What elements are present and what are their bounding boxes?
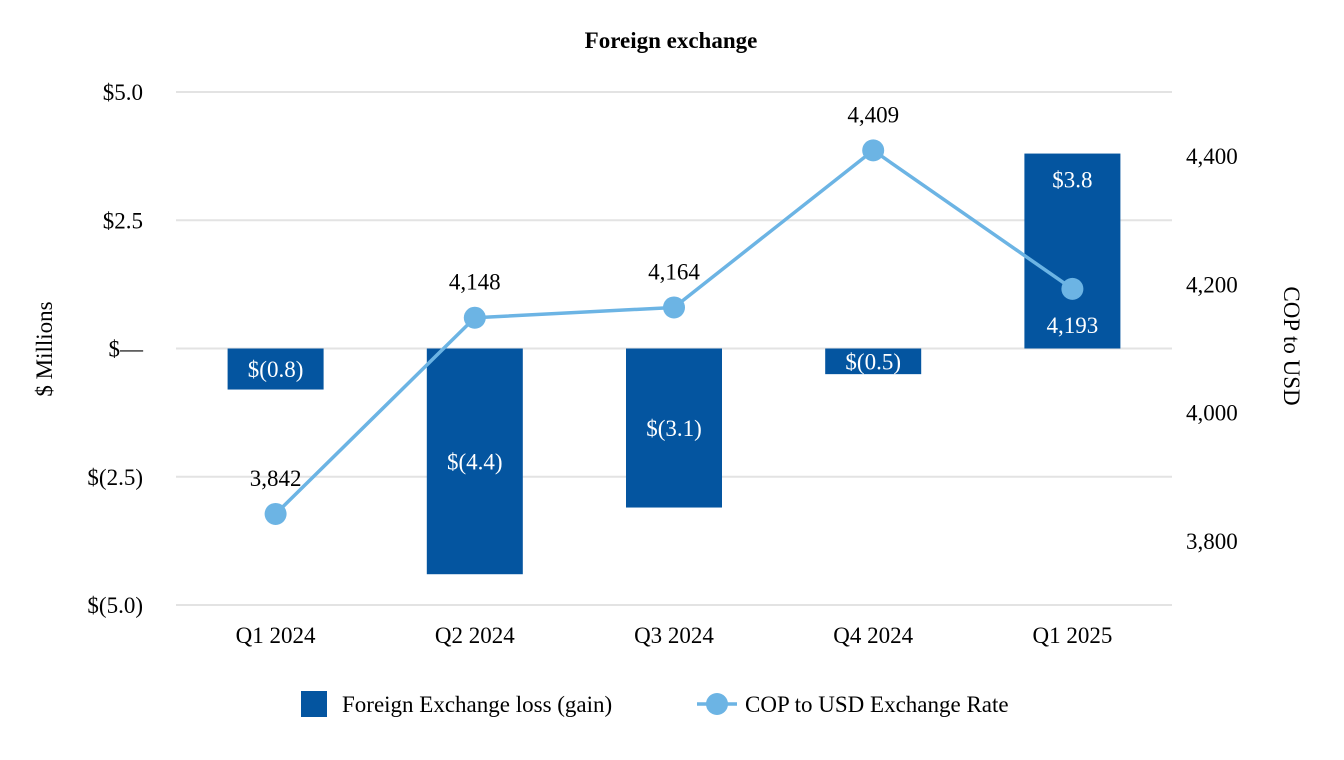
x-tick-label: Q2 2024 bbox=[435, 623, 515, 648]
axes: $5.0 $2.5 $— $(2.5) $(5.0) 4,400 4,200 4,000 3,8… bbox=[87, 80, 1237, 648]
bar bbox=[626, 348, 722, 508]
legend-bar-label: Foreign Exchange loss (gain) bbox=[342, 692, 612, 717]
right-tick-label: 4,400 bbox=[1186, 144, 1238, 169]
bar-data-label: $(0.5) bbox=[845, 349, 901, 374]
exchange-rate-point bbox=[264, 502, 287, 525]
right-tick-label: 4,200 bbox=[1186, 272, 1238, 297]
exchange-rate-point bbox=[663, 296, 685, 319]
legend-line-label: COP to USD Exchange Rate bbox=[745, 692, 1009, 717]
x-tick-label: Q1 2025 bbox=[1032, 623, 1112, 648]
left-tick-label: $5.0 bbox=[103, 80, 143, 105]
bar bbox=[1024, 153, 1121, 349]
right-tick-label: 4,000 bbox=[1186, 401, 1238, 426]
bar-data-label: $3.8 bbox=[1052, 168, 1092, 193]
left-tick-label: $— bbox=[109, 337, 145, 362]
exchange-rate-data-label: 4,193 bbox=[1047, 313, 1099, 338]
bar-series: $(0.8) $(4.4) $(3.1) $(0.5) $3.8 bbox=[227, 153, 1121, 575]
exchange-rate-data-label: 4,148 bbox=[449, 270, 501, 295]
x-tick-label: Q1 2024 bbox=[236, 623, 316, 648]
legend: Foreign Exchange loss (gain) COP to USD … bbox=[301, 691, 1009, 717]
left-tick-label: $2.5 bbox=[103, 208, 143, 233]
exchange-rate-data-label: 4,164 bbox=[648, 259, 700, 284]
left-tick-label: $(2.5) bbox=[87, 465, 143, 490]
bar-data-label: $(3.1) bbox=[646, 416, 702, 441]
left-tick-label: $(5.0) bbox=[87, 593, 143, 618]
exchange-rate-point bbox=[463, 306, 486, 329]
left-axis-title: $ Millions bbox=[32, 301, 57, 396]
x-tick-label: Q3 2024 bbox=[634, 623, 714, 648]
exchange-rate-point bbox=[1061, 277, 1084, 300]
legend-line-marker bbox=[706, 693, 728, 715]
bar-data-label: $(4.4) bbox=[447, 449, 503, 474]
x-tick-label: Q4 2024 bbox=[833, 623, 913, 648]
right-tick-label: 3,800 bbox=[1186, 529, 1238, 554]
legend-bar-swatch bbox=[301, 691, 327, 717]
bar bbox=[426, 348, 523, 575]
exchange-rate-data-label: 4,409 bbox=[847, 102, 899, 127]
bar bbox=[227, 348, 324, 390]
chart-title: Foreign exchange bbox=[585, 28, 758, 53]
exchange-rate-data-label: 3,842 bbox=[250, 466, 302, 491]
bar-data-label: $(0.8) bbox=[248, 357, 304, 382]
right-axis-title: COP to USD bbox=[1279, 286, 1304, 405]
bar bbox=[825, 348, 922, 375]
exchange-rate-point bbox=[862, 139, 885, 162]
line-series: 3,842 4,148 4,164 4,409 4,193 bbox=[250, 102, 1099, 525]
